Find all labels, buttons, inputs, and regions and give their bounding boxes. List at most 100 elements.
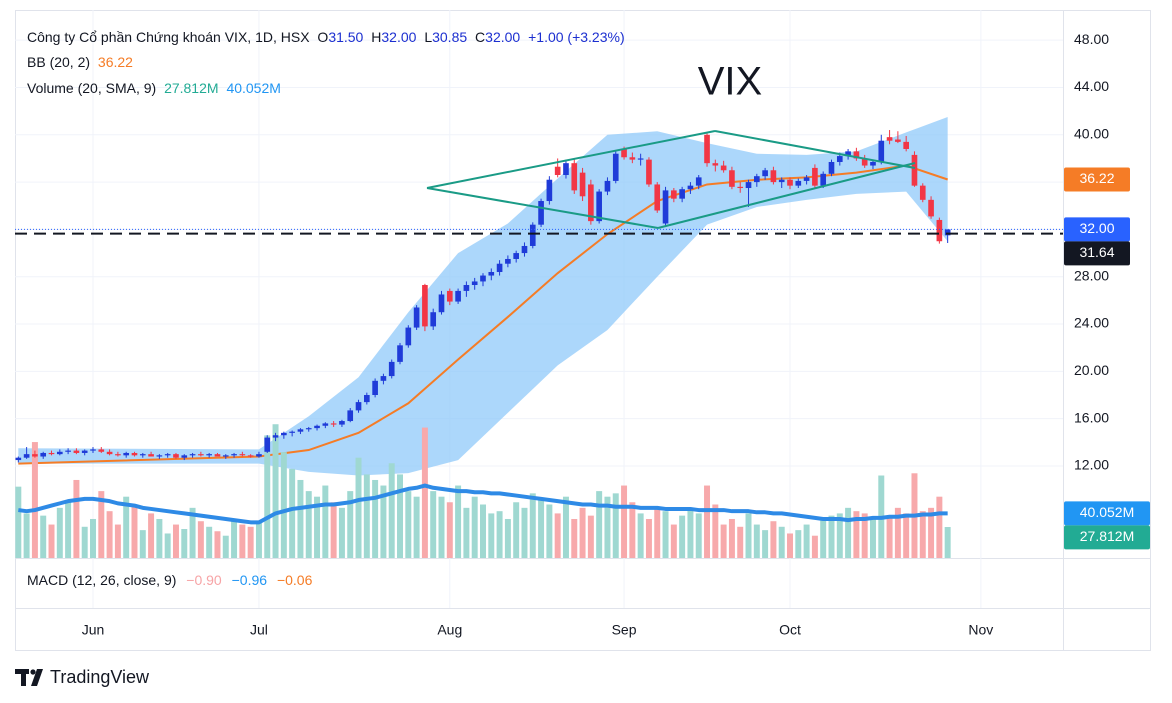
axis-badge-label: 32.00 [1079, 220, 1114, 236]
logo-part [31, 669, 43, 686]
candle-body [919, 185, 926, 200]
x-tick-label: Aug [437, 622, 462, 638]
volume-bar [114, 524, 121, 558]
candle-body [604, 180, 611, 192]
y-tick-label: 12.00 [1074, 457, 1109, 473]
volume-bar [181, 529, 188, 558]
candle-body [289, 431, 295, 433]
volume-bar [728, 518, 735, 558]
candle-body [48, 452, 55, 455]
volume-bar [388, 463, 395, 558]
candle-body [554, 166, 561, 176]
volume-bar [131, 504, 138, 558]
volume-bar [156, 518, 163, 558]
candle-body [679, 189, 685, 199]
candle-body [372, 380, 378, 396]
volume-bar [828, 515, 835, 558]
candle-body [56, 451, 63, 455]
volume-bar [695, 513, 702, 558]
candle-body [563, 163, 569, 176]
candle-body [222, 455, 229, 457]
volume-bar [90, 518, 96, 558]
volume-sma-line [18, 483, 948, 525]
volume-bar [704, 485, 711, 558]
candle-body [40, 452, 47, 457]
logo-part [21, 669, 26, 686]
volume-bar [197, 521, 204, 558]
volume-bar [139, 530, 146, 558]
axis-badge-label: 40.052M [1080, 504, 1134, 520]
candle-body [264, 437, 271, 452]
legend-value: 32.00 [485, 29, 520, 45]
candle-body [65, 450, 71, 452]
candle-body [762, 170, 768, 177]
candle-body [745, 182, 752, 189]
candle-body [339, 421, 345, 425]
candles [15, 130, 951, 463]
volume-bar [745, 513, 752, 558]
volume-bar [214, 531, 221, 558]
candle-body [139, 454, 146, 456]
candle-body [546, 179, 553, 202]
volume-bar [421, 427, 428, 558]
legend-value: 32.00 [381, 29, 416, 45]
candle-body [704, 134, 710, 164]
candle-body [131, 452, 138, 456]
volume-bar [471, 496, 478, 558]
candle-body [936, 219, 943, 242]
candle-body [413, 307, 420, 328]
volume-bar [264, 435, 271, 558]
candle-body [239, 454, 246, 456]
volume-bar [496, 511, 503, 558]
volume-bar [397, 474, 404, 558]
candle-body [471, 281, 478, 286]
candle-body [870, 161, 876, 166]
volume-bar [322, 485, 329, 558]
brand-name: TradingView [50, 667, 150, 687]
candle-body [438, 294, 445, 313]
volume-bar [579, 507, 586, 558]
candle-body [787, 179, 793, 186]
volume-bar [629, 502, 636, 558]
candle-body [181, 455, 188, 458]
volume-bar [65, 500, 72, 558]
volume-bar [297, 479, 304, 558]
candle-body [944, 229, 951, 236]
volume-bar [928, 507, 935, 558]
volume-bar [73, 479, 80, 558]
legend-value: −0.90 [186, 572, 222, 588]
legend-volume: Volume (20, SMA, 9) 27.812M 40.052M [27, 80, 281, 96]
legend-key: C [475, 29, 485, 45]
volume-bar [222, 535, 229, 558]
volume-bar [521, 507, 528, 558]
candle-body [637, 158, 644, 160]
volume-bar [944, 526, 951, 558]
drawings [426, 130, 916, 229]
volume-bar [338, 507, 345, 558]
volume-bar [762, 530, 769, 558]
candle-body [795, 180, 802, 186]
trend-line [426, 130, 716, 189]
candle-body [588, 184, 594, 222]
volume-bar [546, 504, 553, 558]
volume-bar [172, 524, 179, 558]
volume-bar [538, 500, 545, 558]
x-tick-label: Oct [779, 622, 801, 638]
volume-bar [413, 496, 420, 558]
volume-bar [289, 468, 296, 558]
volume-bar [654, 507, 661, 558]
axis-badge-label: 31.64 [1079, 244, 1114, 260]
x-tick-label: Jul [250, 622, 268, 638]
price-lines [15, 228, 1063, 235]
candle-body [388, 361, 395, 377]
candle-body [463, 285, 470, 291]
candle-body [164, 454, 171, 456]
y-tick-label: 28.00 [1074, 267, 1109, 283]
volume-bar [23, 513, 30, 558]
candle-body [729, 170, 735, 187]
volume-bar [836, 513, 843, 558]
volume-bar [81, 526, 88, 558]
candle-body [820, 173, 827, 186]
candle-body [15, 457, 22, 461]
volume-bar [645, 518, 652, 558]
